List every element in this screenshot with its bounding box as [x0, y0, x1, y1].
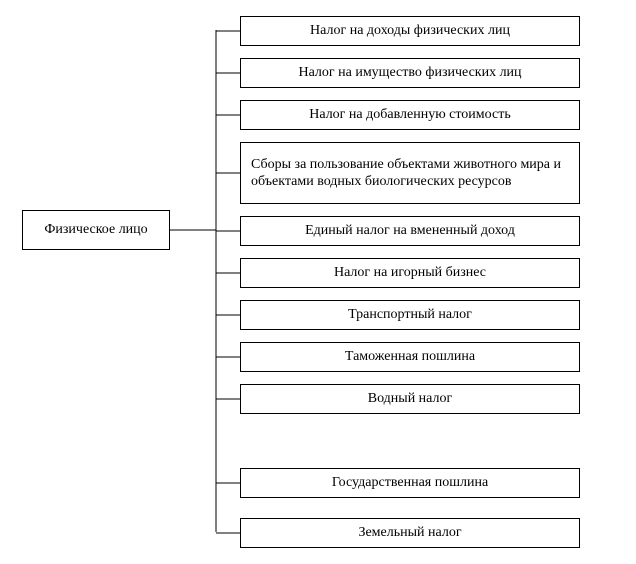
- item-node: Водный налог: [240, 384, 580, 414]
- item-node-label: Налог на доходы физических лиц: [310, 22, 510, 40]
- root-node-label: Физическое лицо: [44, 221, 147, 239]
- item-node: Налог на игорный бизнес: [240, 258, 580, 288]
- item-node-label: Единый налог на вмененный доход: [305, 222, 515, 240]
- diagram-canvas: Физическое лицо Налог на доходы физическ…: [0, 0, 636, 564]
- item-node: Таможенная пошлина: [240, 342, 580, 372]
- item-node: Транспортный налог: [240, 300, 580, 330]
- item-node-label: Водный налог: [368, 390, 453, 408]
- item-node: Налог на добавленную стоимость: [240, 100, 580, 130]
- item-node-label: Сборы за пользование объектами животного…: [251, 156, 569, 191]
- item-node-label: Таможенная пошлина: [345, 348, 475, 366]
- item-node-label: Транспортный налог: [348, 306, 472, 324]
- item-node-label: Налог на имущество физических лиц: [298, 64, 521, 82]
- item-node: Земельный налог: [240, 518, 580, 548]
- item-node: Налог на доходы физических лиц: [240, 16, 580, 46]
- item-node-label: Земельный налог: [358, 524, 461, 542]
- item-node-label: Налог на добавленную стоимость: [309, 106, 510, 124]
- item-node: Сборы за пользование объектами животного…: [240, 142, 580, 204]
- root-node: Физическое лицо: [22, 210, 170, 250]
- item-node: Единый налог на вмененный доход: [240, 216, 580, 246]
- item-node: Налог на имущество физических лиц: [240, 58, 580, 88]
- item-node: Государственная пошлина: [240, 468, 580, 498]
- item-node-label: Государственная пошлина: [332, 474, 488, 492]
- item-node-label: Налог на игорный бизнес: [334, 264, 486, 282]
